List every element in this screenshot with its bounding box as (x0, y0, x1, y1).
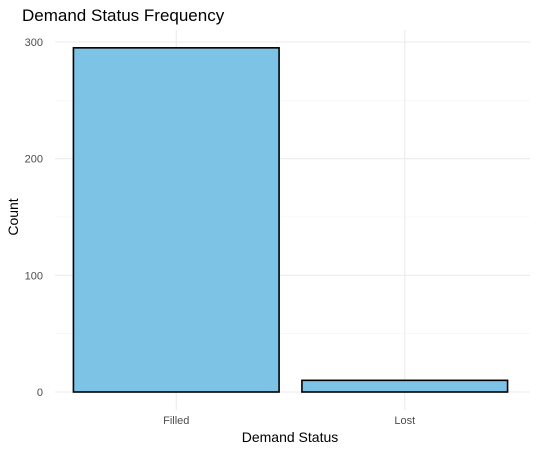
bar-lost (301, 379, 509, 393)
y-tick-label: 300 (25, 37, 43, 49)
bars (72, 47, 509, 393)
chart-title: Demand Status Frequency (22, 6, 225, 25)
y-tick-label: 100 (25, 270, 43, 282)
x-tick-labels: Filled Lost (163, 415, 415, 427)
y-tick-label: 200 (25, 154, 43, 166)
y-axis-label: Count (5, 198, 21, 235)
y-tick-label: 0 (37, 387, 43, 399)
y-tick-labels: 0 100 200 300 (25, 37, 43, 399)
bar-filled (72, 47, 280, 393)
x-tick-label: Filled (163, 415, 189, 427)
x-axis-label: Demand Status (242, 429, 339, 445)
x-tick-label: Lost (394, 415, 415, 427)
